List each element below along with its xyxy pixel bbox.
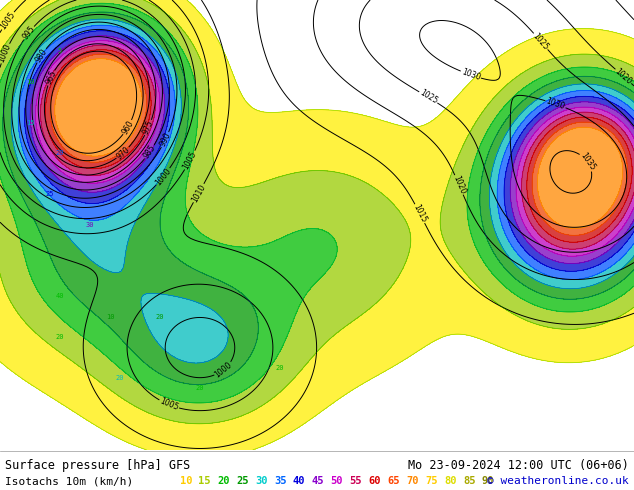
- Text: 990: 990: [158, 131, 172, 148]
- Text: 985: 985: [142, 144, 157, 161]
- Text: 1035: 1035: [578, 151, 597, 172]
- Text: 995: 995: [21, 24, 37, 41]
- Text: 1020: 1020: [451, 174, 467, 196]
- Text: 960: 960: [120, 119, 135, 136]
- Text: 30: 30: [255, 476, 268, 486]
- Text: 90: 90: [482, 476, 495, 486]
- Text: 85: 85: [463, 476, 476, 486]
- Text: 35: 35: [274, 476, 287, 486]
- Text: 20: 20: [196, 386, 204, 392]
- Text: 975: 975: [141, 119, 155, 136]
- Text: 965: 965: [44, 69, 58, 86]
- Text: 1000: 1000: [213, 360, 234, 379]
- Text: 50: 50: [331, 476, 343, 486]
- Text: 1000: 1000: [153, 166, 173, 187]
- Text: 20: 20: [276, 365, 284, 371]
- Text: 980: 980: [34, 47, 49, 64]
- Text: 65: 65: [387, 476, 400, 486]
- Text: 75: 75: [425, 476, 437, 486]
- Text: 1025: 1025: [531, 31, 550, 51]
- Text: 15: 15: [198, 476, 211, 486]
- Text: 30: 30: [86, 222, 94, 228]
- Text: 1030: 1030: [545, 97, 566, 112]
- Text: 55: 55: [349, 476, 362, 486]
- Text: 25: 25: [46, 191, 55, 197]
- Text: 60: 60: [368, 476, 381, 486]
- Text: 10: 10: [179, 476, 192, 486]
- Text: 25: 25: [236, 476, 249, 486]
- Text: 20: 20: [116, 375, 124, 381]
- Text: 970: 970: [115, 145, 131, 161]
- Text: © weatheronline.co.uk: © weatheronline.co.uk: [487, 476, 629, 486]
- Text: 40: 40: [56, 294, 64, 299]
- Text: 10: 10: [26, 79, 34, 85]
- Text: 1010: 1010: [190, 182, 207, 204]
- Text: 20: 20: [156, 314, 164, 320]
- Text: 20: 20: [56, 150, 64, 156]
- Text: 70: 70: [406, 476, 419, 486]
- Text: 80: 80: [444, 476, 456, 486]
- Text: 1000: 1000: [0, 43, 13, 64]
- Text: 20: 20: [56, 334, 64, 341]
- Text: 5: 5: [58, 48, 62, 54]
- Text: 20: 20: [217, 476, 230, 486]
- Text: 1025: 1025: [418, 89, 439, 106]
- Text: 1015: 1015: [411, 203, 428, 224]
- Text: Surface pressure [hPa] GFS: Surface pressure [hPa] GFS: [5, 460, 190, 472]
- Text: 1020: 1020: [613, 67, 633, 86]
- Text: 40: 40: [293, 476, 306, 486]
- Text: 15: 15: [26, 120, 34, 125]
- Text: 1005: 1005: [158, 397, 179, 413]
- Text: Isotachs 10m (km/h): Isotachs 10m (km/h): [5, 476, 133, 486]
- Text: 1005: 1005: [0, 10, 17, 31]
- Text: 45: 45: [312, 476, 325, 486]
- Text: 1005: 1005: [181, 149, 198, 171]
- Text: 10: 10: [106, 314, 114, 320]
- Text: 1030: 1030: [460, 68, 481, 82]
- Text: Mo 23-09-2024 12:00 UTC (06+06): Mo 23-09-2024 12:00 UTC (06+06): [408, 460, 629, 472]
